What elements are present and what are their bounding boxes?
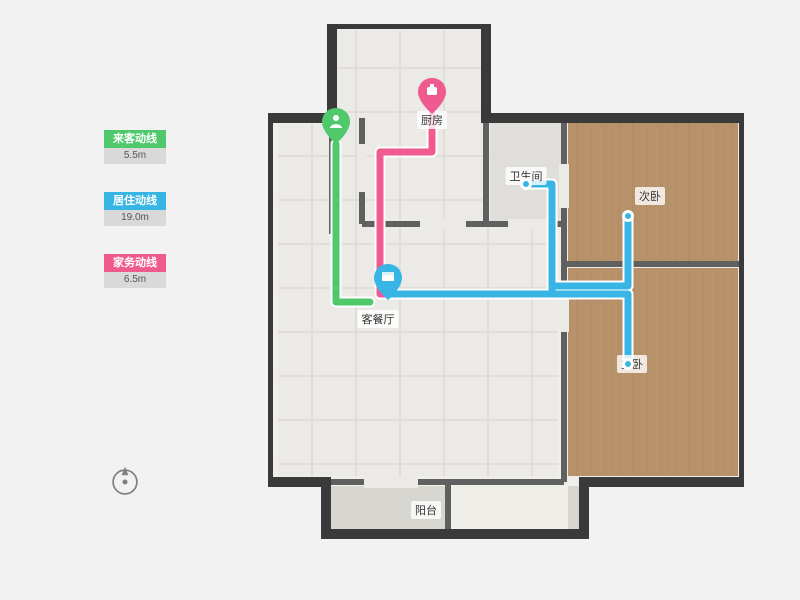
plan-svg	[268, 24, 744, 556]
legend-panel: 来客动线 5.5m 居住动线 19.0m 家务动线 6.5m	[104, 130, 166, 316]
legend-value-chore: 6.5m	[104, 272, 166, 288]
legend-label-live: 居住动线	[104, 192, 166, 210]
legend-value-guest: 5.5m	[104, 148, 166, 164]
compass-icon	[108, 465, 142, 499]
legend-value-live: 19.0m	[104, 210, 166, 226]
floor-plan: 厨房卫生间次卧客餐厅主卧阳台	[268, 24, 744, 556]
legend-item-guest: 来客动线 5.5m	[104, 130, 166, 164]
legend-label-guest: 来客动线	[104, 130, 166, 148]
legend-label-chore: 家务动线	[104, 254, 166, 272]
legend-item-chore: 家务动线 6.5m	[104, 254, 166, 288]
legend-item-live: 居住动线 19.0m	[104, 192, 166, 226]
